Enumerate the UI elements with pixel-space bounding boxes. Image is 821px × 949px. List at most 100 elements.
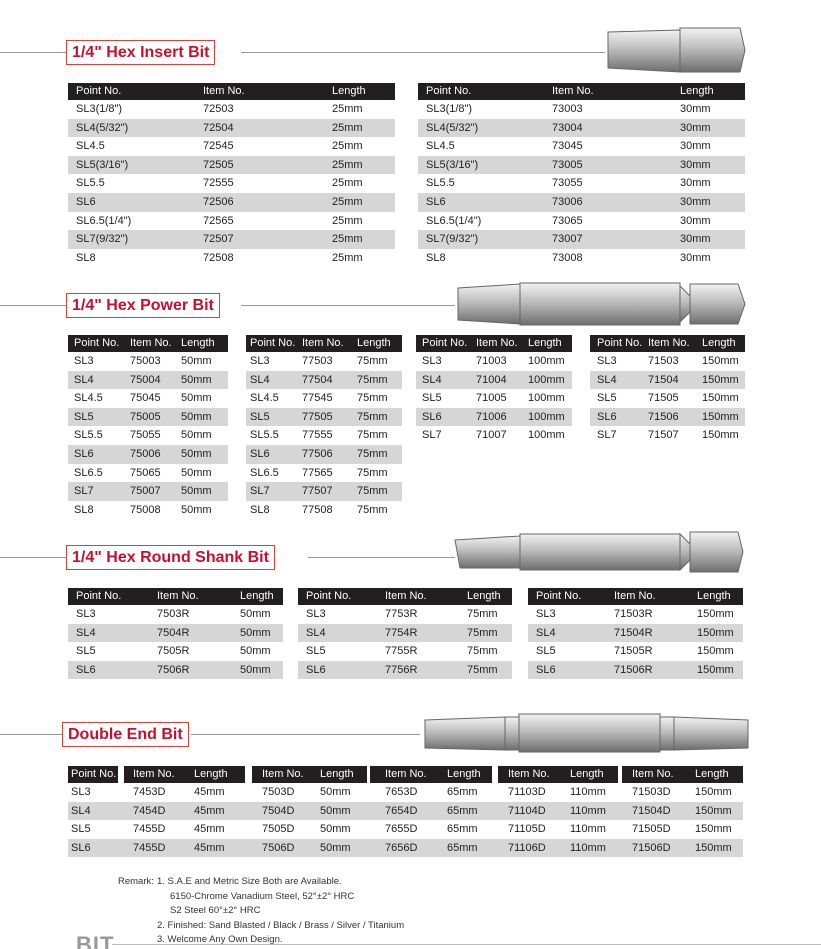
table-cell: 150mm xyxy=(695,823,732,836)
table-cell: 72565 xyxy=(203,214,234,227)
footer-title: BIT xyxy=(76,932,115,949)
table-cell: SL5 xyxy=(71,823,91,836)
section-rule xyxy=(0,305,66,306)
table-header-bg xyxy=(418,83,745,100)
table-cell: 50mm xyxy=(181,429,212,442)
table-cell: 150mm xyxy=(697,608,734,620)
table-cell: 77504 xyxy=(302,373,333,386)
table-cell: 50mm xyxy=(181,503,212,516)
table-cell: 50mm xyxy=(240,626,271,639)
table-cell: 71103D xyxy=(508,786,546,798)
column-header: Item No. xyxy=(203,85,245,97)
row-stripe xyxy=(416,370,572,390)
table-cell: SL5.5 xyxy=(74,429,103,442)
column-header: Length xyxy=(447,768,481,780)
table-cell: SL6 xyxy=(306,663,326,676)
table-cell: SL6 xyxy=(426,196,446,208)
table-cell: 150mm xyxy=(702,392,739,405)
table-header-bg xyxy=(252,766,367,783)
table-cell: 77555 xyxy=(302,429,333,442)
section-rule xyxy=(308,557,455,558)
section-rule xyxy=(241,305,455,306)
column-header: Item No. xyxy=(302,337,344,349)
table-cell: 75003 xyxy=(130,355,161,367)
table-cell: SL4 xyxy=(250,373,270,386)
table-cell: 71504D xyxy=(632,804,671,817)
section-title: 1/4" Hex Power Bit xyxy=(66,293,220,318)
section-rule xyxy=(0,557,66,558)
table-cell: SL3 xyxy=(71,786,91,798)
table-cell: 75055 xyxy=(130,429,161,442)
table-header-bg xyxy=(370,766,492,783)
table-cell: 50mm xyxy=(181,410,212,423)
table-cell: 71505D xyxy=(632,823,671,836)
table-cell: 50mm xyxy=(320,786,351,798)
section-rule xyxy=(241,52,605,53)
table-cell: 72505 xyxy=(203,158,234,171)
table-cell: 75mm xyxy=(357,466,388,479)
table-cell: SL3 xyxy=(76,608,96,620)
column-header: Item No. xyxy=(648,337,690,349)
table-cell: 110mm xyxy=(570,823,606,836)
column-header: Item No. xyxy=(614,590,656,602)
table-cell: 50mm xyxy=(320,823,351,836)
column-header: Point No. xyxy=(250,337,296,349)
table-cell: 25mm xyxy=(332,158,363,171)
column-header: Item No. xyxy=(130,337,172,349)
table-cell: 71105D xyxy=(508,823,546,836)
table-cell: 7506R xyxy=(157,663,190,676)
section-title: Double End Bit xyxy=(62,722,189,747)
table-cell: 71506 xyxy=(648,410,679,423)
table-cell: 72508 xyxy=(203,251,234,264)
table-cell: 77503 xyxy=(302,355,333,367)
table-cell: 50mm xyxy=(181,485,212,498)
table-cell: 150mm xyxy=(702,429,739,442)
table-cell: 65mm xyxy=(447,786,478,798)
table-cell: SL6.5 xyxy=(250,466,279,479)
table-cell: 110mm xyxy=(570,786,606,798)
row-stripe xyxy=(68,370,228,390)
table-cell: SL7 xyxy=(422,429,442,442)
table-cell: 50mm xyxy=(320,841,351,854)
column-header: Point No. xyxy=(76,85,122,97)
table-cell: 77508 xyxy=(302,503,333,516)
table-cell: 30mm xyxy=(680,251,711,264)
table-cell: SL6 xyxy=(422,410,442,423)
table-cell: SL4 xyxy=(536,626,556,639)
table-cell: SL5.5 xyxy=(76,177,105,190)
table-cell: 75mm xyxy=(467,663,498,676)
row-stripe xyxy=(68,193,395,212)
table-cell: 71007 xyxy=(476,429,507,442)
table-cell: 110mm xyxy=(570,804,606,817)
table-cell: 75005 xyxy=(130,410,161,423)
table-cell: 100mm xyxy=(528,429,565,442)
table-cell: SL5 xyxy=(422,392,442,405)
table-cell: SL4.5 xyxy=(250,392,279,405)
table-cell: 150mm xyxy=(695,786,732,798)
table-cell: 71003 xyxy=(476,355,507,367)
table-cell: SL3(1/8") xyxy=(76,103,123,115)
table-cell: SL5.5 xyxy=(426,177,455,190)
column-header: Point No. xyxy=(426,85,472,97)
table-cell: 45mm xyxy=(194,786,225,798)
table-cell: 150mm xyxy=(702,373,739,386)
footer-rule xyxy=(112,944,821,945)
table-cell: 73055 xyxy=(552,177,583,190)
table-cell: SL8 xyxy=(426,251,446,264)
power-bit xyxy=(457,282,746,326)
table-cell: 75mm xyxy=(467,645,498,658)
column-header: Length xyxy=(695,768,729,780)
table-cell: 71505 xyxy=(648,392,679,405)
table-cell: SL5 xyxy=(597,392,617,405)
remark-line: 1. S.A.E and Metric Size Both are Availa… xyxy=(157,876,342,887)
column-header: Point No. xyxy=(536,590,582,602)
row-stripe xyxy=(590,370,745,390)
row-stripe xyxy=(416,407,572,427)
section-title: 1/4" Hex Round Shank Bit xyxy=(66,545,275,570)
column-header: Length xyxy=(528,337,562,349)
table-cell: 73065 xyxy=(552,214,583,227)
table-cell: SL6.5(1/4") xyxy=(76,214,132,227)
column-header: Item No. xyxy=(385,590,427,602)
row-stripe xyxy=(590,407,745,427)
table-header-bg xyxy=(622,766,743,783)
